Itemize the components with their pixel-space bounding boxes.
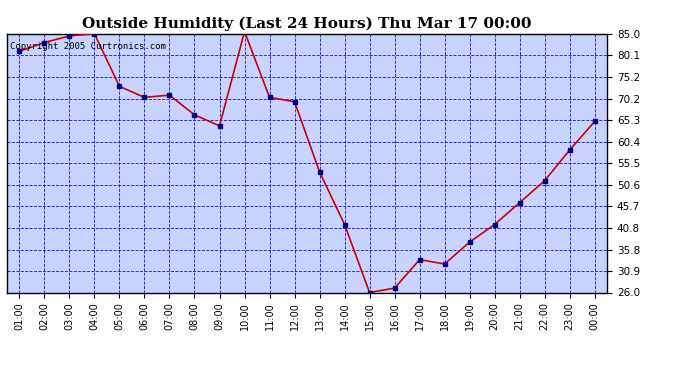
- Title: Outside Humidity (Last 24 Hours) Thu Mar 17 00:00: Outside Humidity (Last 24 Hours) Thu Mar…: [82, 17, 532, 31]
- Text: Copyright 2005 Curtronics.com: Copyright 2005 Curtronics.com: [10, 42, 166, 51]
